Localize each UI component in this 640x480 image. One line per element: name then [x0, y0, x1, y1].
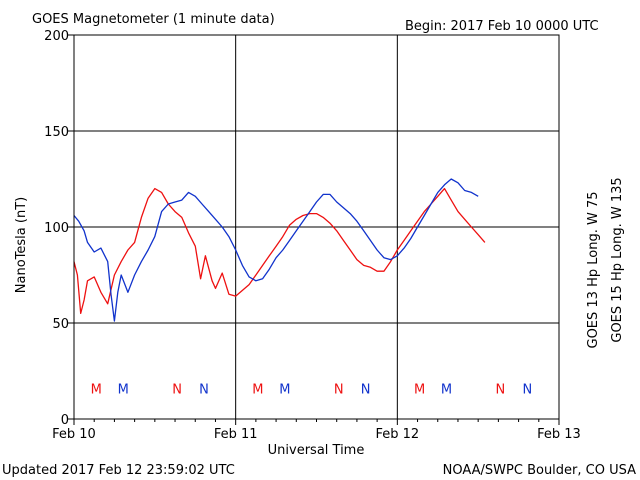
x-tick-label: Feb 10	[52, 427, 96, 442]
mn-marker: N	[334, 382, 344, 397]
grid-lines	[74, 35, 559, 419]
plot-frame	[73, 34, 560, 420]
x-axis-ticks: Feb 10 Feb 11 Feb 12 Feb 13	[52, 419, 581, 442]
mn-marker: N	[522, 382, 532, 397]
series-goes15-line	[73, 178, 479, 322]
y-tick-label: 50	[52, 317, 69, 332]
series-goes13-line	[73, 187, 486, 315]
mn-marker: N	[496, 382, 506, 397]
begin-label: Begin: 2017 Feb 10 0000 UTC	[405, 19, 599, 34]
mn-marker: M	[414, 382, 425, 397]
x-tick-label: Feb 11	[214, 427, 258, 442]
y-tick-label: 0	[61, 413, 69, 428]
mn-marker: M	[91, 382, 102, 397]
y-axis-ticks: 0 50 100 150 200	[44, 29, 74, 428]
footer-source: NOAA/SWPC Boulder, CO USA	[443, 463, 636, 478]
y-tick-label: 100	[44, 221, 69, 236]
chart-title: GOES Magnetometer (1 minute data)	[32, 12, 275, 27]
mn-marker: N	[199, 382, 209, 397]
mn-marker: M	[118, 382, 129, 397]
footer-updated: Updated 2017 Feb 12 23:59:02 UTC	[2, 463, 235, 478]
x-tick-label: Feb 13	[537, 427, 581, 442]
mn-marker: N	[172, 382, 182, 397]
x-axis-label: Universal Time	[268, 443, 365, 458]
mn-marker: N	[361, 382, 371, 397]
x-tick-label: Feb 12	[375, 427, 419, 442]
legend-goes15: GOES 15 Hp Long. W 135	[610, 177, 625, 342]
mn-marker: M	[279, 382, 290, 397]
y-tick-label: 150	[44, 125, 69, 140]
mn-marker: M	[441, 382, 452, 397]
series-lines	[73, 178, 486, 322]
y-axis-label: NanoTesla (nT)	[14, 197, 29, 293]
y-tick-label: 200	[44, 29, 69, 44]
legend-goes13: GOES 13 Hp Long. W 75	[586, 192, 601, 349]
mn-marker: M	[252, 382, 263, 397]
